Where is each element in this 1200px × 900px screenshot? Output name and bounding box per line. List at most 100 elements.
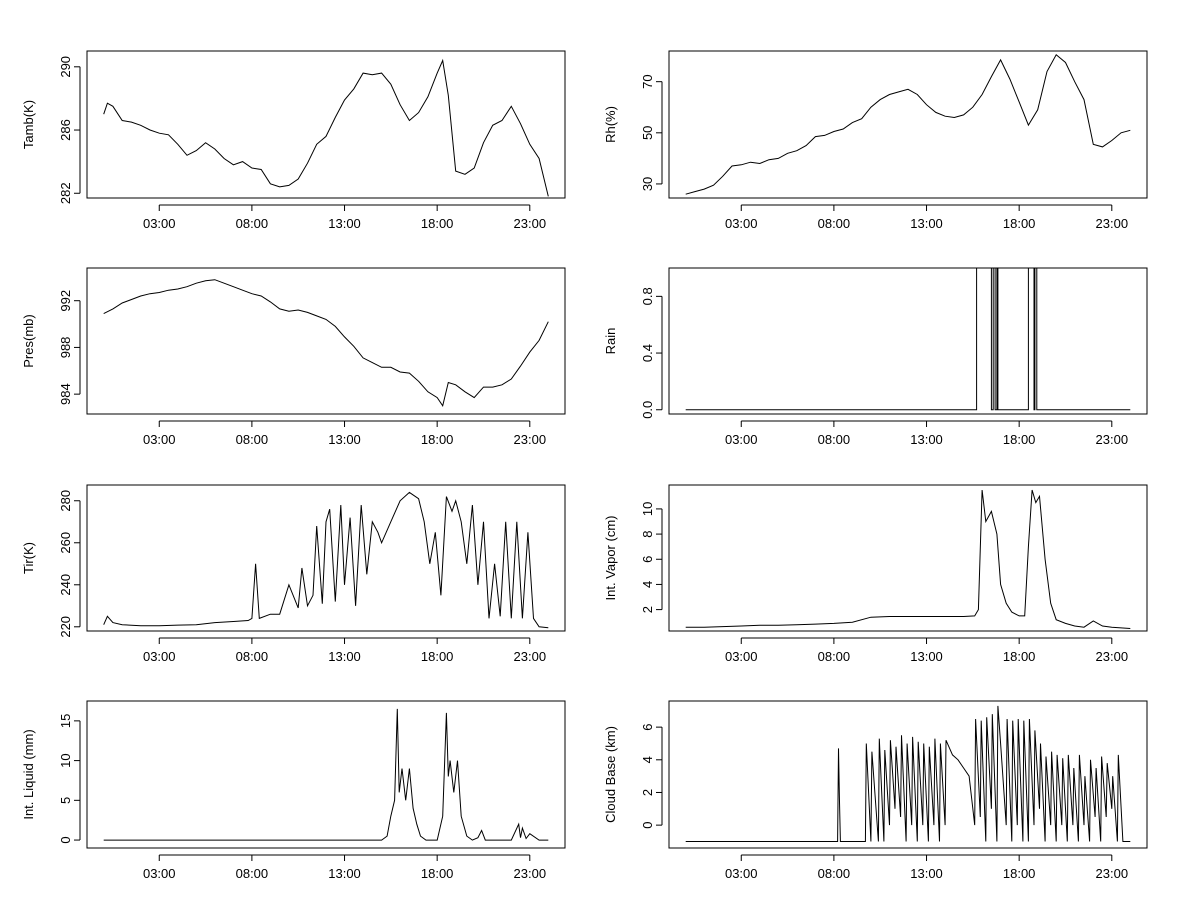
y-tick-label: 992 (58, 290, 73, 312)
y-tick-label: 280 (58, 490, 73, 512)
x-tick-label: 03:00 (143, 649, 176, 664)
y-tick-label: 6 (640, 724, 655, 731)
x-tick-label: 18:00 (1003, 432, 1036, 447)
y-tick-label: 282 (58, 182, 73, 204)
y-tick-label: 50 (640, 126, 655, 140)
panel-3: 03:00 08:00 13:00 18:00 23:00 984 988 992 Pres(m… (21, 267, 566, 447)
series-line (685, 54, 1131, 195)
plot-frame (668, 50, 1148, 199)
panel-1: 03:00 08:00 13:00 18:00 23:00 282 286 290 Tamb(K… (21, 50, 566, 231)
series-line (103, 491, 549, 629)
y-axis-title: Tir(K) (21, 542, 36, 574)
panel-7: 03:00 08:00 13:00 18:00 23:00 0 5 10 15 Int. Liqu… (21, 700, 566, 881)
x-tick-label: 13:00 (328, 432, 361, 447)
x-tick-label: 13:00 (910, 216, 943, 231)
x-tick-label: 23:00 (514, 216, 547, 231)
series-line (685, 489, 1131, 629)
x-tick-label: 23:00 (514, 649, 547, 664)
y-tick-label: 0.8 (640, 287, 655, 305)
y-axis-title: Pres(mb) (21, 314, 36, 367)
plot-frame (86, 700, 566, 849)
x-tick-label: 08:00 (818, 649, 851, 664)
x-tick-label: 18:00 (1003, 649, 1036, 664)
y-tick-label: 0.4 (640, 344, 655, 362)
panel-6: 03:00 08:00 13:00 18:00 23:00 2 4 6 8 10 Int. Vapo… (603, 484, 1148, 664)
y-tick-label: 6 (640, 556, 655, 563)
x-tick-label: 18:00 (1003, 216, 1036, 231)
x-tick-label: 13:00 (910, 866, 943, 881)
y-axis-title: Tamb(K) (21, 100, 36, 149)
x-tick-label: 23:00 (1096, 216, 1129, 231)
x-tick-label: 23:00 (1096, 866, 1129, 881)
y-tick-label: 10 (640, 502, 655, 516)
y-axis-title: Rh(%) (603, 106, 618, 143)
y-tick-label: 290 (58, 56, 73, 78)
x-tick-label: 13:00 (910, 649, 943, 664)
panel-4: 03:00 08:00 13:00 18:00 23:00 0.0 0.4 0.8 Rain (603, 267, 1148, 447)
y-tick-label: 988 (58, 337, 73, 359)
y-tick-label: 0.0 (640, 401, 655, 419)
x-tick-label: 03:00 (725, 216, 758, 231)
y-tick-label: 220 (58, 616, 73, 638)
x-tick-label: 23:00 (514, 866, 547, 881)
plot-frame (86, 267, 566, 415)
plot-frame (668, 700, 1148, 849)
series-line (685, 267, 1131, 411)
y-tick-label: 240 (58, 574, 73, 596)
y-tick-label: 984 (58, 383, 73, 405)
x-tick-label: 08:00 (236, 432, 269, 447)
y-tick-label: 15 (58, 714, 73, 728)
x-tick-label: 13:00 (328, 216, 361, 231)
y-tick-label: 2 (640, 789, 655, 796)
y-tick-label: 4 (640, 756, 655, 763)
y-tick-label: 0 (640, 822, 655, 829)
x-tick-label: 03:00 (143, 866, 176, 881)
x-tick-label: 18:00 (421, 649, 454, 664)
x-tick-label: 13:00 (910, 432, 943, 447)
x-tick-label: 08:00 (236, 216, 269, 231)
y-tick-label: 10 (58, 753, 73, 767)
series-line (103, 279, 549, 408)
y-tick-label: 5 (58, 797, 73, 804)
x-tick-label: 08:00 (236, 649, 269, 664)
x-tick-label: 03:00 (725, 649, 758, 664)
series-line (103, 708, 549, 841)
x-tick-label: 23:00 (514, 432, 547, 447)
x-tick-label: 03:00 (143, 432, 176, 447)
x-tick-label: 13:00 (328, 649, 361, 664)
panel-8: 03:00 08:00 13:00 18:00 23:00 0 2 4 6 Cloud Base … (603, 700, 1148, 881)
x-tick-label: 03:00 (725, 432, 758, 447)
y-axis-title: Int. Liquid (mm) (21, 729, 36, 819)
y-tick-label: 4 (640, 581, 655, 588)
x-tick-label: 03:00 (143, 216, 176, 231)
panel-5: 03:00 08:00 13:00 18:00 23:00 220 240 260 280 Tir… (21, 484, 566, 664)
x-tick-label: 08:00 (818, 866, 851, 881)
y-tick-label: 286 (58, 119, 73, 141)
y-tick-label: 260 (58, 532, 73, 554)
x-tick-label: 18:00 (421, 866, 454, 881)
x-tick-label: 03:00 (725, 866, 758, 881)
x-tick-label: 08:00 (236, 866, 269, 881)
plot-frame (86, 50, 566, 199)
y-axis-title: Cloud Base (km) (603, 726, 618, 823)
y-axis-title: Rain (603, 328, 618, 355)
y-tick-label: 8 (640, 530, 655, 537)
plot-frame (86, 484, 566, 632)
y-tick-label: 30 (640, 177, 655, 191)
x-tick-label: 08:00 (818, 216, 851, 231)
x-tick-label: 13:00 (328, 866, 361, 881)
x-tick-label: 18:00 (421, 216, 454, 231)
x-tick-label: 18:00 (421, 432, 454, 447)
y-tick-label: 70 (640, 74, 655, 88)
series-line (103, 58, 549, 197)
y-tick-label: 2 (640, 606, 655, 613)
x-tick-label: 23:00 (1096, 432, 1129, 447)
panel-2: 03:00 08:00 13:00 18:00 23:00 30 50 70 Rh(%) (603, 50, 1148, 231)
series-line (685, 705, 1131, 842)
x-tick-label: 23:00 (1096, 649, 1129, 664)
x-tick-label: 18:00 (1003, 866, 1036, 881)
y-axis-title: Int. Vapor (cm) (603, 515, 618, 600)
x-tick-label: 08:00 (818, 432, 851, 447)
